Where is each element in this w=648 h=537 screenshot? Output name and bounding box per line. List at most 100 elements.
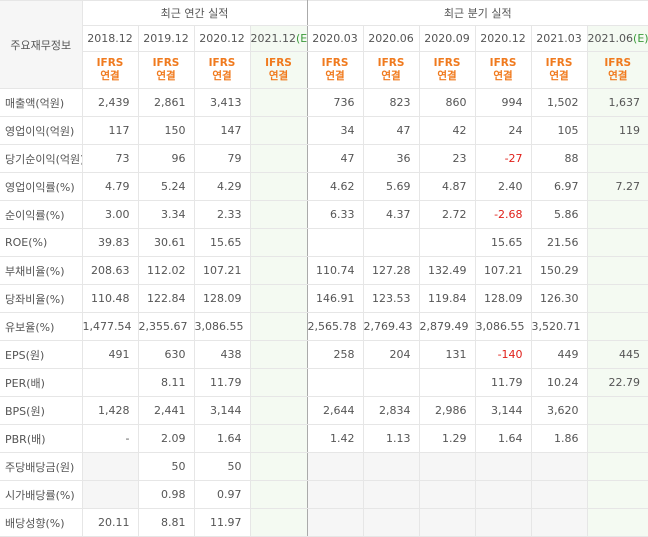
value-cell: 3,520.71 xyxy=(530,312,588,341)
empty-cell xyxy=(249,116,308,145)
empty-cell xyxy=(418,508,476,537)
empty-cell xyxy=(249,144,308,173)
row-label: 당기순이익(억원) xyxy=(0,144,83,173)
value-cell: 6.97 xyxy=(530,172,588,201)
empty-cell xyxy=(418,480,476,509)
date: 2020.12 xyxy=(199,32,245,45)
row-label: 매출액(억원) xyxy=(0,88,83,117)
value-cell: 150.29 xyxy=(530,256,588,285)
column-date: 2020.03 xyxy=(306,25,364,52)
value-cell: 79 xyxy=(193,144,251,173)
column-basis: IFRS 연결 xyxy=(137,51,195,89)
row-label: 당좌비율(%) xyxy=(0,284,83,313)
empty-cell xyxy=(586,508,648,537)
row-label: 주당배당금(원) xyxy=(0,452,83,481)
value-cell: 208.63 xyxy=(81,256,139,285)
value-cell: 0.97 xyxy=(193,480,251,509)
value-cell: 1,477.54 xyxy=(81,312,139,341)
value-cell: 4.37 xyxy=(362,200,420,229)
value-cell: 2.09 xyxy=(137,424,195,453)
empty-cell xyxy=(362,480,420,509)
value-cell: 1,637 xyxy=(586,88,648,117)
value-cell: 122.84 xyxy=(137,284,195,313)
column-date: 2018.12 xyxy=(82,25,139,52)
value-cell: 1,502 xyxy=(530,88,588,117)
value-cell: 4.79 xyxy=(81,172,139,201)
data-row: 유보율(%) 1,477.54 2,355.67 3,086.55 2,565.78 2,… xyxy=(0,312,648,341)
value-cell: 438 xyxy=(193,340,251,369)
estimate-mark: (E) xyxy=(633,32,648,45)
row-label: BPS(원) xyxy=(0,396,83,425)
value-cell: 258 xyxy=(306,340,364,369)
data-row: 매출액(억원) 2,439 2,861 3,413 736 823 860 994 1,502 1… xyxy=(0,88,648,117)
value-cell: 47 xyxy=(362,116,420,145)
empty-cell xyxy=(586,228,648,257)
value-cell: - xyxy=(81,424,139,453)
value-cell: 3,086.55 xyxy=(474,312,532,341)
value-cell: 1.13 xyxy=(362,424,420,453)
empty-cell xyxy=(249,424,308,453)
empty-cell xyxy=(249,396,308,425)
value-cell: 3.34 xyxy=(137,200,195,229)
value-cell: 11.97 xyxy=(193,508,251,537)
value-cell: 34 xyxy=(306,116,364,145)
data-row: EPS(원) 491 630 438 258 204 131 -140 449 445 xyxy=(0,340,648,369)
empty-cell xyxy=(306,508,364,537)
basis: IFRS 연결 xyxy=(604,57,632,82)
value-cell: 1.86 xyxy=(530,424,588,453)
value-cell: 1,428 xyxy=(81,396,139,425)
empty-cell xyxy=(81,452,139,481)
value-cell: 15.65 xyxy=(474,228,532,257)
empty-cell xyxy=(586,396,648,425)
empty-cell xyxy=(362,452,420,481)
date: 2020.03 xyxy=(312,32,358,45)
empty-cell xyxy=(418,368,476,397)
value-cell: 2,879.49 xyxy=(418,312,476,341)
value-cell: 1.64 xyxy=(474,424,532,453)
date: 2021.06 xyxy=(587,32,634,45)
data-row: 주당배당금(원) 50 50 xyxy=(0,452,648,481)
basis: IFRS 연결 xyxy=(321,57,349,82)
value-cell: 50 xyxy=(137,452,195,481)
empty-cell xyxy=(249,228,308,257)
value-cell: 105 xyxy=(530,116,588,145)
empty-cell xyxy=(586,144,648,173)
row-label: 부채비율(%) xyxy=(0,256,83,285)
column-basis: IFRS 연결 xyxy=(193,51,251,89)
value-cell: 4.62 xyxy=(306,172,364,201)
value-cell: 110.48 xyxy=(81,284,139,313)
value-cell: 10.24 xyxy=(530,368,588,397)
value-cell: 22.79 xyxy=(586,368,648,397)
data-row: BPS(원) 1,428 2,441 3,144 2,644 2,834 2,986 3,14… xyxy=(0,396,648,425)
value-cell: 2.40 xyxy=(474,172,532,201)
empty-cell xyxy=(418,452,476,481)
value-cell: 3.00 xyxy=(81,200,139,229)
value-cell: 30.61 xyxy=(137,228,195,257)
value-cell: 96 xyxy=(137,144,195,173)
empty-cell xyxy=(586,452,648,481)
value-cell: 146.91 xyxy=(306,284,364,313)
value-cell: 3,144 xyxy=(474,396,532,425)
empty-cell xyxy=(249,88,308,117)
value-cell: 3,620 xyxy=(530,396,588,425)
column-date: 2021.03 xyxy=(530,25,588,52)
empty-cell xyxy=(418,228,476,257)
value-cell: 823 xyxy=(362,88,420,117)
value-cell: 2,439 xyxy=(81,88,139,117)
row-label: 영업이익률(%) xyxy=(0,172,83,201)
column-basis: IFRS 연결 xyxy=(249,51,308,89)
value-cell: 630 xyxy=(137,340,195,369)
row-label: 영업이익(억원) xyxy=(0,116,83,145)
value-cell: 123.53 xyxy=(362,284,420,313)
value-cell: 20.11 xyxy=(81,508,139,537)
empty-cell xyxy=(586,312,648,341)
empty-cell xyxy=(81,368,139,397)
header-label: 주요재무정보 xyxy=(0,0,83,89)
value-cell: 112.02 xyxy=(137,256,195,285)
row-label: ROE(%) xyxy=(0,228,83,257)
empty-cell xyxy=(249,340,308,369)
value-cell: 445 xyxy=(586,340,648,369)
value-cell: 73 xyxy=(81,144,139,173)
empty-cell xyxy=(306,480,364,509)
